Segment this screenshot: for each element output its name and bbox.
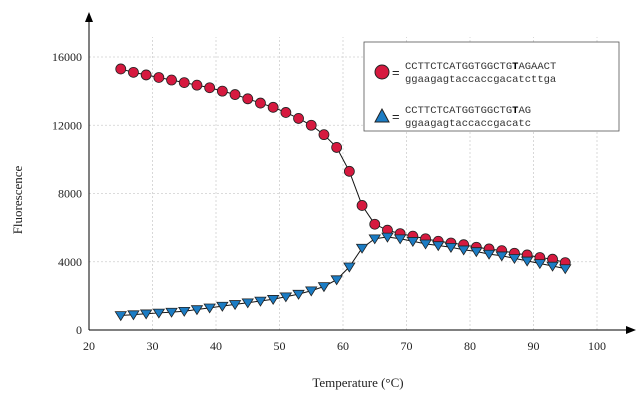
data-point (280, 107, 292, 118)
x-tick-label: 20 (83, 339, 95, 353)
legend-equals: = (392, 109, 400, 124)
data-point (355, 243, 369, 254)
data-point (128, 66, 139, 78)
data-point (190, 305, 204, 316)
data-point (331, 142, 343, 153)
data-point (152, 308, 166, 319)
x-tick-label: 30 (147, 339, 159, 353)
x-tick-label: 100 (588, 339, 606, 353)
data-point (495, 251, 508, 262)
data-point (115, 63, 127, 75)
data-point (140, 69, 152, 81)
legend-sequence-top: CCTTCTCATGGTGGCTGTAGAACT (405, 61, 556, 73)
data-point (317, 282, 331, 293)
x-axis-arrow (626, 326, 636, 334)
series (114, 63, 572, 322)
legend-sequence-part: CCTTCTCATGGTGGCTG (405, 105, 512, 117)
data-point (432, 241, 445, 252)
legend-sequence-part: T (512, 61, 518, 73)
data-point (203, 303, 216, 314)
data-point (153, 72, 165, 83)
y-tick-label: 12000 (52, 118, 82, 132)
legend-entry-2: = CCTTCTCATGGTGGCTGTAGggaagagtaccaccgacat… (374, 105, 531, 130)
data-point (191, 79, 203, 91)
data-point (381, 232, 394, 243)
y-tick-label: 0 (76, 323, 82, 337)
data-point (241, 298, 254, 309)
data-point (419, 239, 432, 250)
data-point (204, 82, 216, 94)
data-point (559, 264, 572, 275)
y-tick-label: 16000 (52, 50, 82, 64)
legend-sequence-part: AG (518, 105, 531, 117)
data-point (267, 101, 279, 113)
x-tick-label: 40 (210, 339, 222, 353)
data-point (356, 200, 368, 211)
x-tick-label: 60 (337, 339, 349, 353)
data-point (178, 306, 191, 317)
data-point (546, 261, 559, 272)
data-point (343, 165, 355, 177)
data-point (242, 93, 254, 105)
y-axis-arrow (85, 12, 93, 22)
data-point (508, 254, 521, 265)
y-tick-label: 8000 (58, 187, 82, 201)
axes (85, 12, 636, 334)
data-point (470, 247, 483, 258)
legend-sequence-part: CCTTCTCATGGTGGCTG (405, 61, 512, 73)
legend-items: = CCTTCTCATGGTGGCTGTAGAACTggaagagtaccaccg… (374, 61, 556, 130)
data-point (406, 237, 420, 247)
legend-sequence-top: CCTTCTCATGGTGGCTGTAG (405, 105, 531, 117)
data-point (216, 85, 228, 97)
legend-sequence-part: AGAACT (518, 61, 556, 73)
x-tick-label: 80 (464, 339, 476, 353)
legend-sequence-bottom: ggaagagtaccaccgacatcttga (405, 74, 556, 86)
data-point (228, 300, 242, 311)
data-point (457, 245, 470, 256)
data-point (343, 262, 356, 273)
y-axis-label: Fluorescence (10, 165, 25, 234)
data-point (279, 292, 293, 303)
tick-labels: 20 30 40 50 60 70 80 90 100 0 4000 8000 12000 16000 (52, 50, 606, 353)
legend-equals: = (392, 65, 400, 80)
data-point (520, 256, 534, 267)
x-tick-label: 50 (274, 339, 286, 353)
data-point (369, 218, 381, 230)
data-point (127, 310, 140, 321)
data-point (166, 74, 177, 86)
legend-entry-1: = CCTTCTCATGGTGGCTGTAGAACTggaagagtaccaccg… (374, 61, 556, 86)
series-2 (114, 232, 572, 322)
x-tick-label: 90 (528, 339, 540, 353)
legend-marker (374, 64, 390, 80)
legend-marker (374, 107, 390, 123)
data-point (178, 77, 190, 88)
y-tick-label: 4000 (58, 255, 82, 269)
data-point (330, 275, 343, 286)
data-point (533, 259, 547, 270)
legend: = CCTTCTCATGGTGGCTGTAGAACTggaagagtaccaccg… (363, 41, 620, 132)
data-point (229, 89, 241, 100)
data-point (216, 301, 229, 312)
data-point (114, 311, 127, 322)
x-axis-label: Temperature (°C) (312, 375, 403, 390)
x-tick-label: 70 (401, 339, 413, 353)
legend-sequence-part: T (512, 105, 518, 117)
data-point (266, 295, 280, 305)
data-point (305, 119, 317, 131)
data-point (393, 234, 407, 245)
data-point (368, 234, 381, 245)
data-point (139, 309, 153, 320)
data-point (255, 97, 266, 109)
legend-sequence-bottom: ggaagagtaccaccgacatc (405, 118, 531, 130)
data-point (165, 307, 178, 318)
data-point (482, 249, 496, 260)
data-point (305, 286, 318, 297)
data-point (318, 129, 330, 141)
data-point (254, 296, 267, 307)
legend-box (363, 41, 620, 132)
data-point (444, 242, 458, 253)
data-point (292, 289, 305, 300)
data-point (293, 113, 304, 124)
